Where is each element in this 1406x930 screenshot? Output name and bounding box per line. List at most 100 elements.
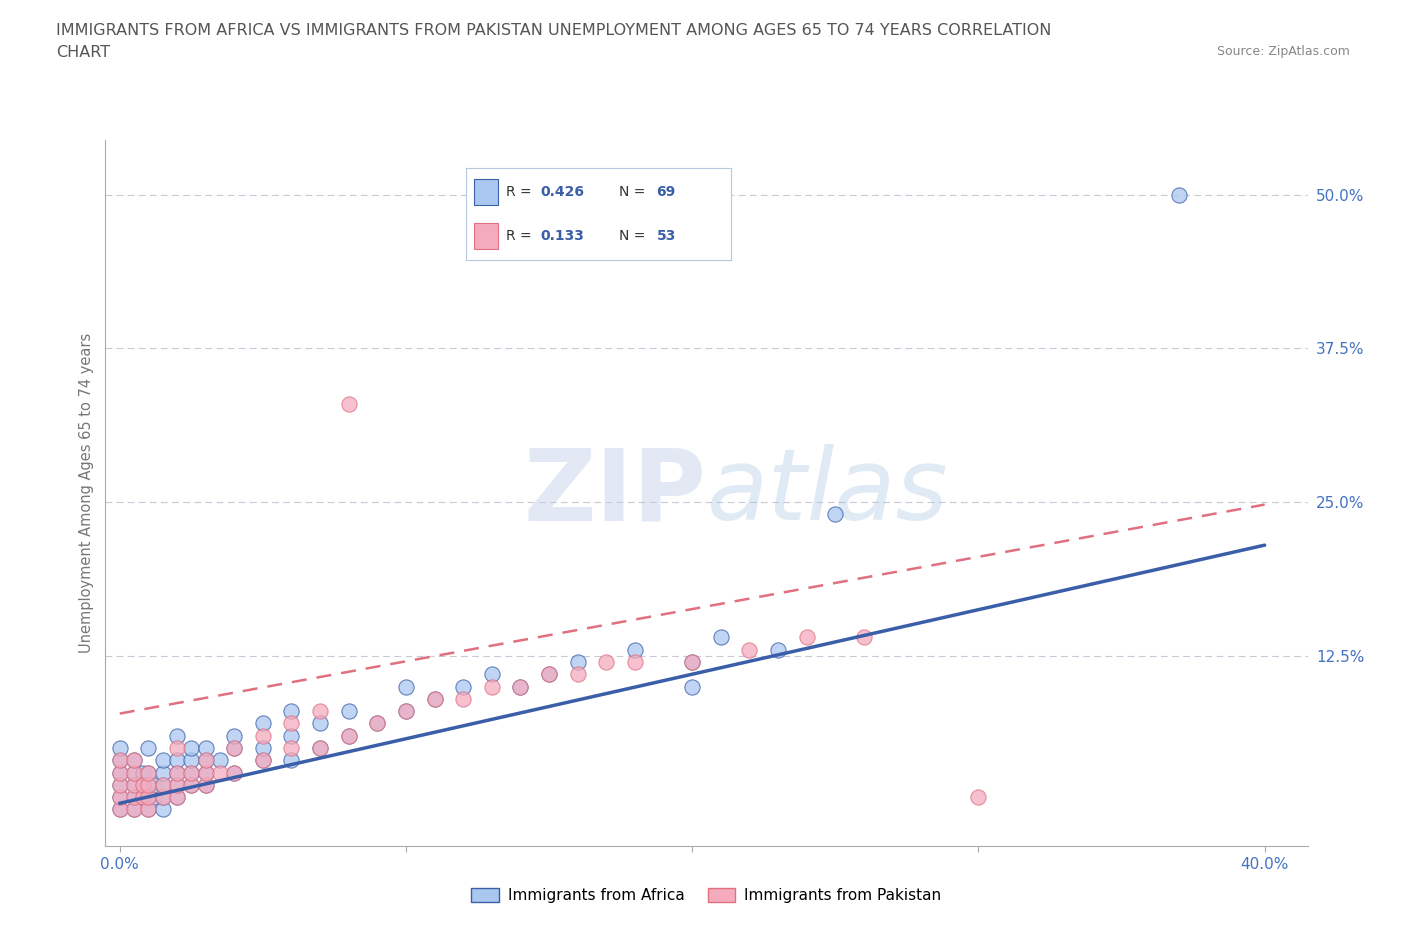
Point bbox=[194, 752, 217, 767]
Point bbox=[309, 740, 332, 755]
Point bbox=[509, 679, 531, 694]
Point bbox=[309, 716, 332, 731]
Point bbox=[738, 643, 761, 658]
Point bbox=[143, 777, 166, 792]
Point bbox=[366, 716, 388, 731]
Point bbox=[208, 765, 231, 780]
Point bbox=[166, 777, 188, 792]
Point bbox=[166, 765, 188, 780]
Text: R =: R = bbox=[506, 185, 536, 199]
Point bbox=[138, 740, 160, 755]
Point bbox=[423, 691, 446, 706]
Point bbox=[108, 752, 131, 767]
Point bbox=[366, 716, 388, 731]
Point bbox=[252, 728, 274, 743]
Point bbox=[108, 777, 131, 792]
Point bbox=[152, 790, 174, 804]
Point bbox=[451, 691, 474, 706]
Point bbox=[152, 777, 174, 792]
Y-axis label: Unemployment Among Ages 65 to 74 years: Unemployment Among Ages 65 to 74 years bbox=[79, 333, 94, 653]
Point bbox=[224, 740, 246, 755]
Point bbox=[538, 667, 561, 682]
Point bbox=[138, 777, 160, 792]
Point bbox=[122, 752, 145, 767]
Point bbox=[224, 765, 246, 780]
Text: 0.133: 0.133 bbox=[540, 229, 583, 243]
Point bbox=[122, 765, 145, 780]
Text: N =: N = bbox=[620, 229, 650, 243]
Point bbox=[280, 704, 302, 719]
Point bbox=[131, 765, 153, 780]
Point bbox=[138, 790, 160, 804]
Point bbox=[180, 740, 202, 755]
Point bbox=[567, 655, 589, 670]
Point bbox=[122, 777, 145, 792]
Point bbox=[509, 679, 531, 694]
Point bbox=[624, 643, 647, 658]
Point bbox=[337, 704, 360, 719]
Point bbox=[166, 790, 188, 804]
Point bbox=[852, 630, 875, 644]
Text: Source: ZipAtlas.com: Source: ZipAtlas.com bbox=[1216, 45, 1350, 58]
Point bbox=[166, 777, 188, 792]
Point bbox=[180, 777, 202, 792]
Point bbox=[224, 728, 246, 743]
Point bbox=[131, 790, 153, 804]
Point bbox=[252, 740, 274, 755]
Point bbox=[122, 802, 145, 817]
Point bbox=[337, 728, 360, 743]
Bar bbox=[474, 179, 498, 205]
Point bbox=[152, 777, 174, 792]
Point bbox=[180, 777, 202, 792]
Point bbox=[152, 765, 174, 780]
Text: R =: R = bbox=[506, 229, 536, 243]
Point bbox=[138, 802, 160, 817]
Text: IMMIGRANTS FROM AFRICA VS IMMIGRANTS FROM PAKISTAN UNEMPLOYMENT AMONG AGES 65 TO: IMMIGRANTS FROM AFRICA VS IMMIGRANTS FRO… bbox=[56, 23, 1052, 38]
Point bbox=[481, 667, 503, 682]
Point bbox=[280, 752, 302, 767]
Point bbox=[1167, 187, 1189, 202]
Point bbox=[309, 704, 332, 719]
Point bbox=[131, 777, 153, 792]
Point bbox=[108, 752, 131, 767]
Point bbox=[423, 691, 446, 706]
Bar bbox=[474, 223, 498, 248]
Point bbox=[152, 752, 174, 767]
Point bbox=[108, 777, 131, 792]
Text: 0.426: 0.426 bbox=[540, 185, 583, 199]
Point bbox=[108, 802, 131, 817]
Point bbox=[138, 802, 160, 817]
Point bbox=[451, 679, 474, 694]
Point bbox=[108, 802, 131, 817]
Point bbox=[252, 716, 274, 731]
Point bbox=[481, 679, 503, 694]
Point bbox=[224, 765, 246, 780]
Point bbox=[280, 716, 302, 731]
Point bbox=[180, 752, 202, 767]
Point bbox=[108, 790, 131, 804]
Point bbox=[337, 728, 360, 743]
Point bbox=[681, 655, 703, 670]
Point bbox=[710, 630, 733, 644]
Point bbox=[624, 655, 647, 670]
Point bbox=[108, 765, 131, 780]
Point bbox=[138, 777, 160, 792]
Text: ZIP: ZIP bbox=[523, 445, 707, 541]
Point bbox=[122, 765, 145, 780]
Point bbox=[681, 679, 703, 694]
Point bbox=[122, 752, 145, 767]
Text: 53: 53 bbox=[657, 229, 676, 243]
Point bbox=[122, 790, 145, 804]
Point bbox=[131, 790, 153, 804]
Point bbox=[194, 752, 217, 767]
Point bbox=[143, 790, 166, 804]
Point bbox=[131, 777, 153, 792]
Point bbox=[567, 667, 589, 682]
Point bbox=[122, 777, 145, 792]
Point bbox=[681, 655, 703, 670]
Point bbox=[280, 728, 302, 743]
Point bbox=[152, 802, 174, 817]
Point bbox=[180, 765, 202, 780]
Text: 69: 69 bbox=[657, 185, 676, 199]
Point bbox=[166, 728, 188, 743]
